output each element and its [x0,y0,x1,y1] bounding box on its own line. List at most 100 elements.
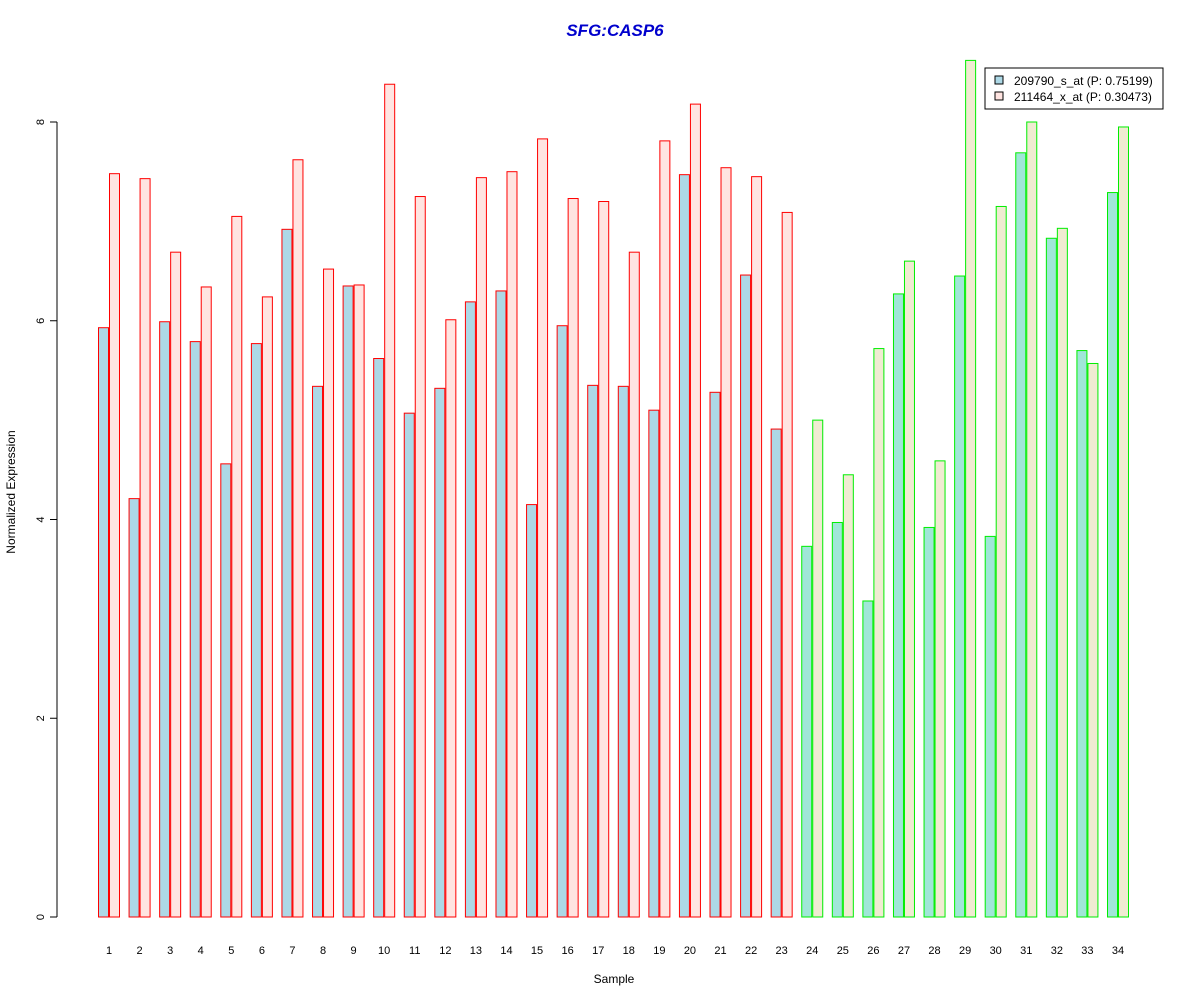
x-tick-label: 33 [1081,945,1093,957]
bar-series-2-sample-24 [812,419,824,918]
x-tick-label: 20 [684,945,696,957]
bar-series-1-sample-14 [495,290,507,918]
x-tick-label: 8 [320,945,326,957]
x-tick-label: 18 [623,945,635,957]
bar-series-1-sample-16 [556,325,568,918]
x-tick-label: 25 [837,945,849,957]
bar-series-1-sample-28 [923,526,935,918]
bar-series-1-sample-1 [98,327,109,918]
bar-series-1-sample-18 [617,385,629,918]
x-tick-label: 6 [259,945,265,957]
bar-series-1-sample-20 [678,174,690,918]
bar-series-2-sample-10 [384,83,396,918]
x-tick-label: 32 [1051,945,1063,957]
x-tick-label: 34 [1112,945,1124,957]
legend-swatch-series-1 [994,75,1004,85]
bar-series-2-sample-2 [139,178,151,918]
bar-series-1-sample-17 [587,384,599,918]
x-axis-label: Sample [594,972,635,986]
bar-series-1-sample-10 [373,358,385,918]
bar-series-1-sample-5 [220,463,232,918]
x-tick-label: 1 [106,945,112,957]
bar-series-2-sample-8 [323,268,335,918]
x-tick-label: 11 [409,945,420,957]
x-tick-label: 31 [1020,945,1032,957]
y-tick-label: 8 [35,119,47,125]
x-tick-label: 30 [990,945,1002,957]
y-tick-label: 6 [35,318,47,324]
x-tick-label: 2 [137,945,143,957]
bar-series-1-sample-13 [464,301,476,918]
legend-box [984,67,1164,110]
bar-series-1-sample-19 [648,409,660,918]
bar-series-1-sample-32 [1045,237,1057,918]
bar-series-2-sample-25 [842,474,854,918]
y-tick-label: 0 [35,914,47,920]
bar-series-1-sample-29 [954,275,966,918]
x-tick-label: 26 [867,945,879,957]
bar-series-2-sample-3 [170,251,182,918]
x-tick-label: 7 [289,945,295,957]
bar-series-1-sample-25 [831,521,843,918]
x-tick-label: 14 [500,945,512,957]
bar-series-1-sample-15 [526,504,538,918]
y-tick-label: 2 [35,715,47,721]
bar-series-2-sample-4 [200,286,212,918]
x-tick-label: 3 [167,945,173,957]
bar-series-1-sample-9 [342,285,354,918]
x-tick-label: 24 [806,945,818,957]
bar-series-2-sample-29 [965,59,977,918]
bar-series-2-sample-5 [231,215,243,918]
bar-series-2-sample-9 [353,284,365,918]
x-tick-label: 15 [531,945,543,957]
y-axis: 0 2 4 6 8 [35,119,58,920]
bar-series-1-sample-4 [189,341,201,918]
bar-series-1-sample-31 [1015,152,1027,918]
bar-series-2-sample-16 [567,198,579,918]
legend: 209790_s_at (P: 0.75199) 211464_x_at (P:… [984,67,1164,110]
legend-swatch-series-2 [994,91,1004,101]
bar-series-2-sample-12 [445,319,457,918]
bar-series-2-sample-26 [873,348,885,918]
bar-series-1-sample-27 [892,293,904,918]
legend-label-series-1: 209790_s_at (P: 0.75199) [1014,74,1153,88]
x-tick-label: 4 [198,945,204,957]
bar-series-1-sample-6 [250,343,262,918]
bar-series-2-sample-32 [1056,227,1068,918]
bar-series-2-sample-14 [506,171,518,918]
bar-series-2-sample-19 [659,140,671,918]
bar-series-2-sample-31 [1026,121,1038,918]
x-tick-label: 17 [592,945,604,957]
bar-series-2-sample-17 [598,201,610,918]
bar-series-2-sample-34 [1118,126,1129,918]
bar-series-1-sample-34 [1107,192,1118,918]
x-tick-labels: 1 2 3 4 5 6 7 8 9 10 11 12 13 14 15 16 17 18 19 20 21 22 23 24 2… [106,945,1124,957]
legend-label-series-2: 211464_x_at (P: 0.30473) [1014,90,1152,104]
bar-series-2-sample-21 [720,167,732,918]
bar-series-2-sample-7 [292,159,304,918]
bar-series-1-sample-30 [984,535,996,918]
x-tick-label: 13 [470,945,482,957]
bar-series-2-sample-6 [261,296,273,918]
bar-series-1-sample-22 [740,274,752,918]
bar-series-2-sample-28 [934,460,946,918]
bar-series-1-sample-3 [159,321,171,918]
chart-title: SFG:CASP6 [566,21,664,40]
bar-series-2-sample-20 [689,103,701,918]
bar-series-2-sample-22 [751,176,763,918]
y-axis-label: Normalized Expression [4,430,18,553]
bar-series-1-sample-12 [434,387,446,918]
x-tick-label: 19 [653,945,665,957]
bar-series-2-sample-30 [995,205,1007,918]
x-tick-label: 29 [959,945,971,957]
bar-series-2-sample-13 [475,177,487,918]
x-tick-label: 9 [351,945,357,957]
bar-series-1-sample-7 [281,228,293,918]
x-tick-label: 12 [439,945,451,957]
x-tick-label: 22 [745,945,757,957]
bar-series-2-sample-23 [781,211,793,918]
bar-series-1-sample-11 [403,412,415,918]
bar-series-2-sample-18 [628,251,640,918]
